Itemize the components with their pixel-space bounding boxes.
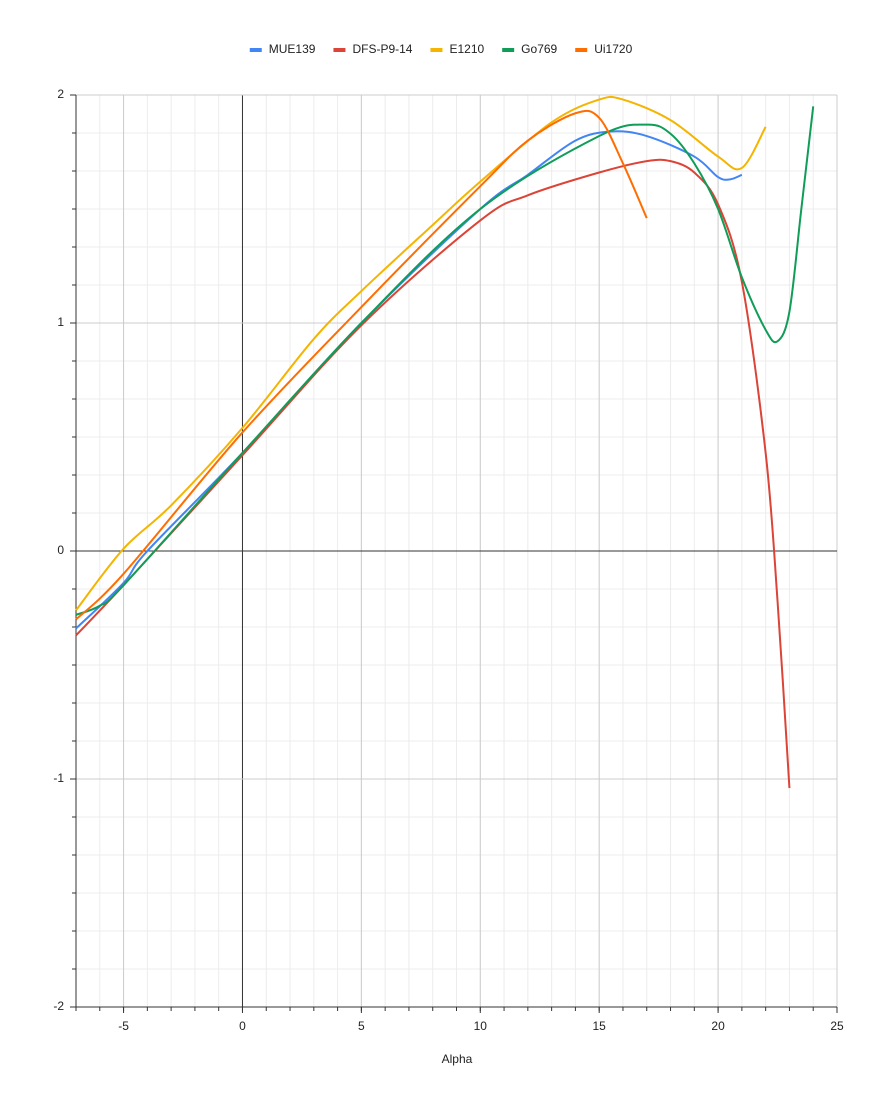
x-tick-label: 10 (474, 1019, 488, 1033)
legend-label: DFS-P9-14 (352, 42, 412, 56)
y-tick-label: 2 (57, 87, 64, 101)
y-tick-label: 1 (57, 315, 64, 329)
x-tick-label: -5 (118, 1019, 129, 1033)
y-tick-label: 0 (57, 543, 64, 557)
series-line (75, 158, 791, 789)
x-axis-label: Alpha (442, 1052, 473, 1066)
legend-label: MUE139 (269, 42, 316, 56)
legend-label: E1210 (449, 42, 484, 56)
x-tick-label: 20 (711, 1019, 725, 1033)
series-line (75, 95, 767, 611)
legend-label: Ui1720 (594, 42, 632, 56)
x-tick-label: 5 (358, 1019, 365, 1033)
legend: MUE139 DFS-P9-14 E1210 Go769 Ui1720 (249, 42, 633, 56)
x-tick-label: 0 (239, 1019, 246, 1033)
y-tick-label: -1 (53, 771, 64, 785)
legend-label: Go769 (521, 42, 557, 56)
series-line (75, 106, 815, 616)
x-tick-label: 25 (830, 1019, 844, 1033)
series-line (75, 109, 648, 621)
x-tick-label: 15 (593, 1019, 607, 1033)
y-tick-label: -2 (53, 999, 64, 1013)
